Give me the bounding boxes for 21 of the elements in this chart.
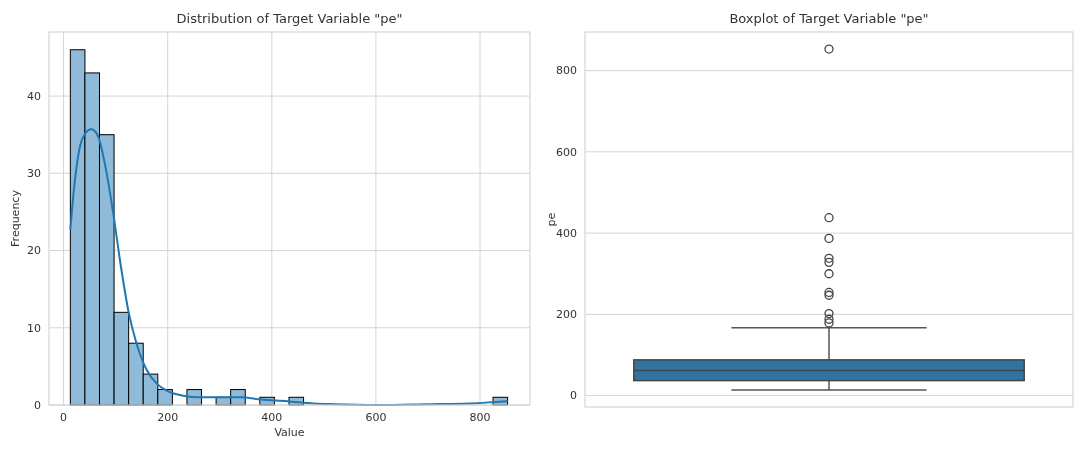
y-axis-title: Frequency xyxy=(9,189,22,247)
line-series xyxy=(69,128,509,406)
y-tick-label: 0 xyxy=(570,389,577,403)
x-tick-label: 400 xyxy=(261,411,283,424)
y-tick-label: 600 xyxy=(556,145,577,159)
y-tick-label: 40 xyxy=(27,89,41,103)
x-tick-label: 600 xyxy=(365,411,387,424)
x-tick-label: 800 xyxy=(469,411,491,424)
y-tick-label: 10 xyxy=(27,321,41,335)
y-tick-label: 400 xyxy=(556,226,577,240)
chart-title: Distribution of Target Variable "pe" xyxy=(176,11,403,26)
y-axis-title: pe xyxy=(545,212,558,227)
y-tick-label: 200 xyxy=(556,308,577,322)
y-tick-label: 30 xyxy=(27,167,41,181)
y-tick-label: 0 xyxy=(34,398,41,412)
x-tick-label: 0 xyxy=(60,411,68,424)
chart-title: Boxplot of Target Variable "pe" xyxy=(729,11,929,26)
y-tick-label: 800 xyxy=(556,64,577,78)
x-axis-title: Value xyxy=(274,426,305,439)
x-tick-label: 200 xyxy=(157,411,179,424)
y-tick-label: 20 xyxy=(27,244,41,258)
